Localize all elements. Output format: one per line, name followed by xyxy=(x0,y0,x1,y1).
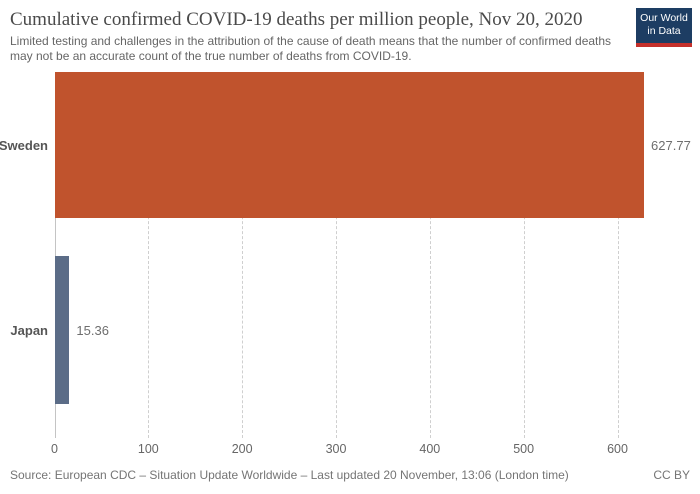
owid-logo-line1: Our World xyxy=(640,12,688,24)
x-tick-label-300: 300 xyxy=(325,442,347,456)
chart-subtitle: Limited testing and challenges in the at… xyxy=(10,34,630,63)
owid-logo-line2: in Data xyxy=(647,24,681,37)
owid-logo[interactable]: Our World in Data xyxy=(636,8,692,47)
x-tick-label-600: 600 xyxy=(607,442,628,456)
license-link[interactable]: CC BY xyxy=(653,468,690,482)
x-tick-label-400: 400 xyxy=(419,442,441,456)
gridline-500 xyxy=(523,72,525,438)
gridline-600 xyxy=(617,72,619,438)
x-tick-label-200: 200 xyxy=(231,442,253,456)
bar-sweden[interactable] xyxy=(55,72,645,218)
gridline-400 xyxy=(429,72,431,438)
chart-subtitle-line1: Limited testing and challenges in the at… xyxy=(10,34,612,48)
value-label-sweden: 627.77 xyxy=(651,137,691,153)
gridline-100 xyxy=(148,72,150,438)
owid-logo-text: Our World in Data xyxy=(636,8,692,37)
x-tick-label-500: 500 xyxy=(513,442,535,456)
bar-japan[interactable] xyxy=(55,256,70,404)
x-tick-label-100: 100 xyxy=(137,442,159,456)
chart-title: Cumulative confirmed COVID-19 deaths per… xyxy=(10,9,583,30)
category-label-sweden: Sweden xyxy=(0,137,48,153)
gridline-200 xyxy=(242,72,244,438)
value-label-japan: 15.36 xyxy=(76,322,109,338)
x-tick-label-0: 0 xyxy=(51,442,58,456)
gridline-300 xyxy=(336,72,337,438)
axis-line-zero xyxy=(54,72,56,438)
category-label-japan: Japan xyxy=(10,322,48,338)
source-note: Source: European CDC – Situation Update … xyxy=(10,468,569,482)
chart-subtitle-line2: may not be an accurate count of the true… xyxy=(10,48,412,63)
owid-logo-stripe xyxy=(636,43,692,47)
